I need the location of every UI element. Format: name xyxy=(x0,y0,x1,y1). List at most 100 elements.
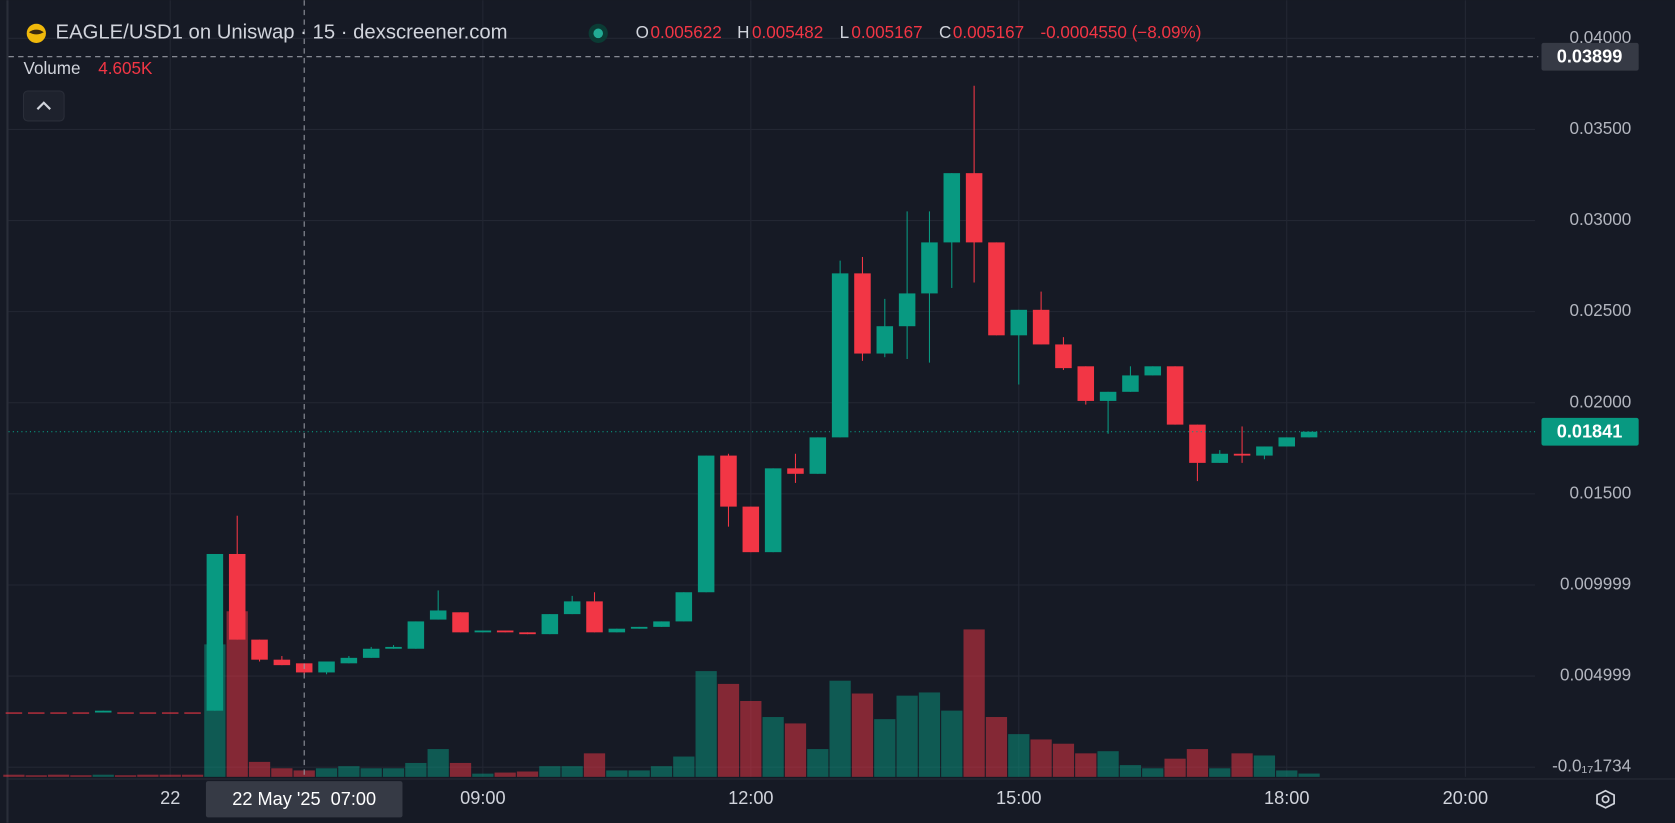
candle-body xyxy=(831,273,849,438)
crosshair-time-label: 22 May '25 07:00 xyxy=(232,789,376,809)
candle-body xyxy=(809,437,827,474)
candle-body xyxy=(1166,366,1184,425)
collapse-button[interactable] xyxy=(22,90,65,122)
candle-body xyxy=(27,712,45,714)
candle-layer xyxy=(5,85,1318,714)
y-tick-label: 0.009999 xyxy=(1560,574,1631,593)
candle-body xyxy=(1055,344,1072,369)
volume-value: 4.605K xyxy=(98,59,153,78)
volume-bar xyxy=(851,693,874,777)
volume-bar xyxy=(717,683,740,777)
last-price-box xyxy=(1541,417,1639,446)
candle-body xyxy=(1256,446,1273,456)
volume-bar xyxy=(271,768,293,777)
y-tick-label: 0.03000 xyxy=(1569,210,1631,229)
candle-body xyxy=(563,601,581,615)
volume-bar xyxy=(695,671,717,777)
volume-bar xyxy=(382,768,405,777)
crosshair-time-box xyxy=(205,781,403,818)
candle-body xyxy=(1189,424,1206,463)
chart-title: EAGLE/USD1 on Uniswap · 15 · dexscreener… xyxy=(56,22,508,44)
candle-body xyxy=(139,712,157,714)
status-dot xyxy=(593,28,604,39)
volume-bar xyxy=(449,762,472,777)
crosshair-price-box xyxy=(1541,42,1639,71)
volume-bar xyxy=(829,680,851,777)
candle-body xyxy=(161,712,179,714)
volume-bar xyxy=(92,774,114,777)
volume-bar xyxy=(315,768,338,777)
candle-body xyxy=(1032,309,1050,345)
volume-bar xyxy=(762,717,784,777)
volume-bar xyxy=(472,773,494,777)
candle-body xyxy=(50,712,67,714)
legend-l: 0.005167 xyxy=(851,23,922,42)
volume-bar xyxy=(1186,749,1209,777)
y-tick-label: 0.01500 xyxy=(1569,483,1631,502)
volume-bar xyxy=(3,774,25,777)
volume-bar xyxy=(807,749,829,777)
x-tick-label: 18:00 xyxy=(1264,788,1309,808)
candle-body xyxy=(117,712,134,714)
settings-button[interactable] xyxy=(1596,789,1615,809)
volume-bar xyxy=(114,775,137,777)
candle-body xyxy=(943,173,961,243)
candle-body xyxy=(206,553,224,711)
candle-body xyxy=(742,506,760,553)
candle-body xyxy=(541,614,559,635)
volume-bar xyxy=(628,770,650,777)
volume-layer xyxy=(3,611,1320,777)
candle-body xyxy=(630,626,648,629)
volume-bar xyxy=(360,768,382,777)
candle-body xyxy=(764,468,782,553)
candle-body xyxy=(697,455,715,593)
volume-bar xyxy=(1164,758,1186,777)
candle-body xyxy=(854,273,871,354)
candle-body xyxy=(94,710,112,713)
x-tick-label: 09:00 xyxy=(460,788,505,808)
candle-body xyxy=(72,712,90,714)
candle-body xyxy=(1099,391,1117,401)
volume-bar xyxy=(1119,765,1142,777)
volume-bar xyxy=(1142,768,1164,777)
volume-bar xyxy=(918,692,941,777)
volume-bar xyxy=(70,775,92,777)
candle-body xyxy=(608,628,626,633)
volume-bar xyxy=(1209,768,1231,777)
candle-body xyxy=(653,621,670,627)
candle-body xyxy=(340,657,358,664)
volume-bar xyxy=(25,775,47,777)
candle-body xyxy=(452,612,469,633)
volume-bar xyxy=(1075,753,1097,777)
candle-body xyxy=(519,632,536,635)
collapse-icon xyxy=(36,101,51,110)
candle-body xyxy=(720,455,737,507)
candle-body xyxy=(1144,366,1162,376)
candle-body xyxy=(251,639,268,660)
volume-bar xyxy=(181,774,204,777)
legend-h: 0.005482 xyxy=(752,23,823,42)
volume-bar xyxy=(1276,770,1298,777)
candle-body xyxy=(898,293,916,327)
legend-c-label: C xyxy=(939,23,951,42)
candle-body xyxy=(921,242,938,294)
settings-icon xyxy=(1596,789,1615,809)
volume-bar xyxy=(606,770,628,777)
volume-bar xyxy=(583,753,606,777)
legend-change: -0.0004550 (−8.09%) xyxy=(1040,23,1201,42)
volume-bar xyxy=(740,700,762,777)
candle-body xyxy=(228,553,246,640)
candle-body xyxy=(1010,309,1028,336)
x-tick-label: 22 xyxy=(160,788,180,808)
volume-bar xyxy=(338,766,360,777)
volume-bar xyxy=(985,717,1008,777)
candle-body xyxy=(362,648,380,658)
volume-bar xyxy=(896,695,918,777)
candle-body xyxy=(988,242,1005,336)
candle-body xyxy=(1211,453,1229,463)
candle-body xyxy=(1278,437,1296,447)
x-tick-label: 12:00 xyxy=(728,788,773,808)
volume-bar xyxy=(784,723,807,777)
y-tick-label: 0.004999 xyxy=(1560,666,1631,685)
candle-body xyxy=(474,630,492,633)
